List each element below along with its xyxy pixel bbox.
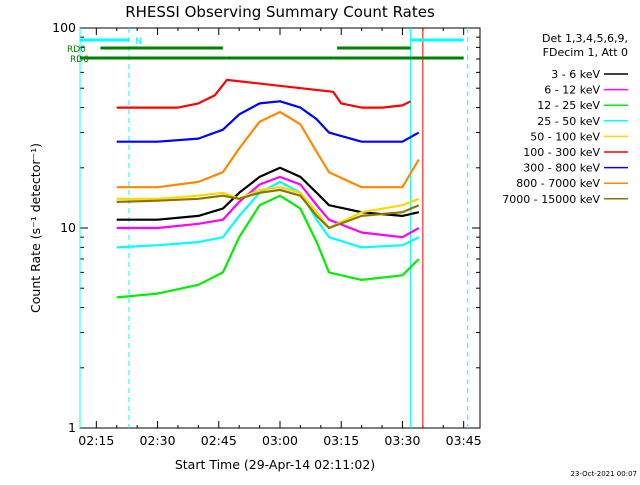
flag-label: RD6: [70, 55, 89, 65]
series-line: [116, 110, 420, 189]
legend-entry-label: 100 - 300 keV: [523, 146, 600, 159]
x-tick-label: 02:30: [140, 433, 176, 448]
series-line: [116, 100, 420, 143]
series-line: [116, 175, 420, 239]
x-tick-label: 02:15: [78, 433, 114, 448]
x-tick-label: 02:45: [201, 433, 237, 448]
y-axis-label: Count Rate (s⁻¹ detector⁻¹): [28, 143, 43, 313]
series-line: [116, 188, 420, 230]
plot-layer: 02:15 02:30 02:45 03:00 03:15 03:30 03:45 1 10 10…: [52, 20, 628, 448]
flag-label: RD0: [67, 45, 86, 55]
series-line: [116, 78, 412, 109]
flag-label: N: [135, 37, 142, 47]
legend-entry-label: 12 - 25 keV: [537, 99, 600, 112]
x-tick-label: 03:15: [323, 433, 359, 448]
legend-entry-label: 25 - 50 keV: [537, 115, 600, 128]
footer-date: 23-Oct-2021 00:07: [571, 470, 637, 478]
legend-entry-label: 7000 - 15000 keV: [502, 193, 600, 206]
x-axis-label: Start Time (29-Apr-14 02:11:02): [175, 457, 375, 472]
y-tick-label: 10: [60, 220, 76, 235]
series-line: [116, 186, 420, 230]
chart-title: RHESSI Observing Summary Count Rates: [125, 3, 435, 21]
series-line: [116, 194, 420, 299]
y-tick-label: 1: [68, 420, 76, 435]
legend-entry-label: 3 - 6 keV: [551, 68, 600, 81]
legend-entry-label: 300 - 800 keV: [523, 162, 600, 175]
legend-entry-label: 800 - 7000 keV: [516, 177, 600, 190]
series-line: [116, 180, 420, 249]
legend-entry-label: 6 - 12 keV: [544, 84, 600, 97]
x-tick-label: 03:45: [446, 433, 482, 448]
x-tick-label: 03:30: [384, 433, 420, 448]
x-tick-label: 03:00: [262, 433, 298, 448]
legend-header-1: Det 1,3,4,5,6,9,: [542, 32, 628, 45]
legend-entry-label: 50 - 100 keV: [530, 130, 600, 143]
y-tick-label: 100: [52, 20, 76, 35]
legend-header-2: FDecim 1, Att 0: [543, 46, 628, 59]
